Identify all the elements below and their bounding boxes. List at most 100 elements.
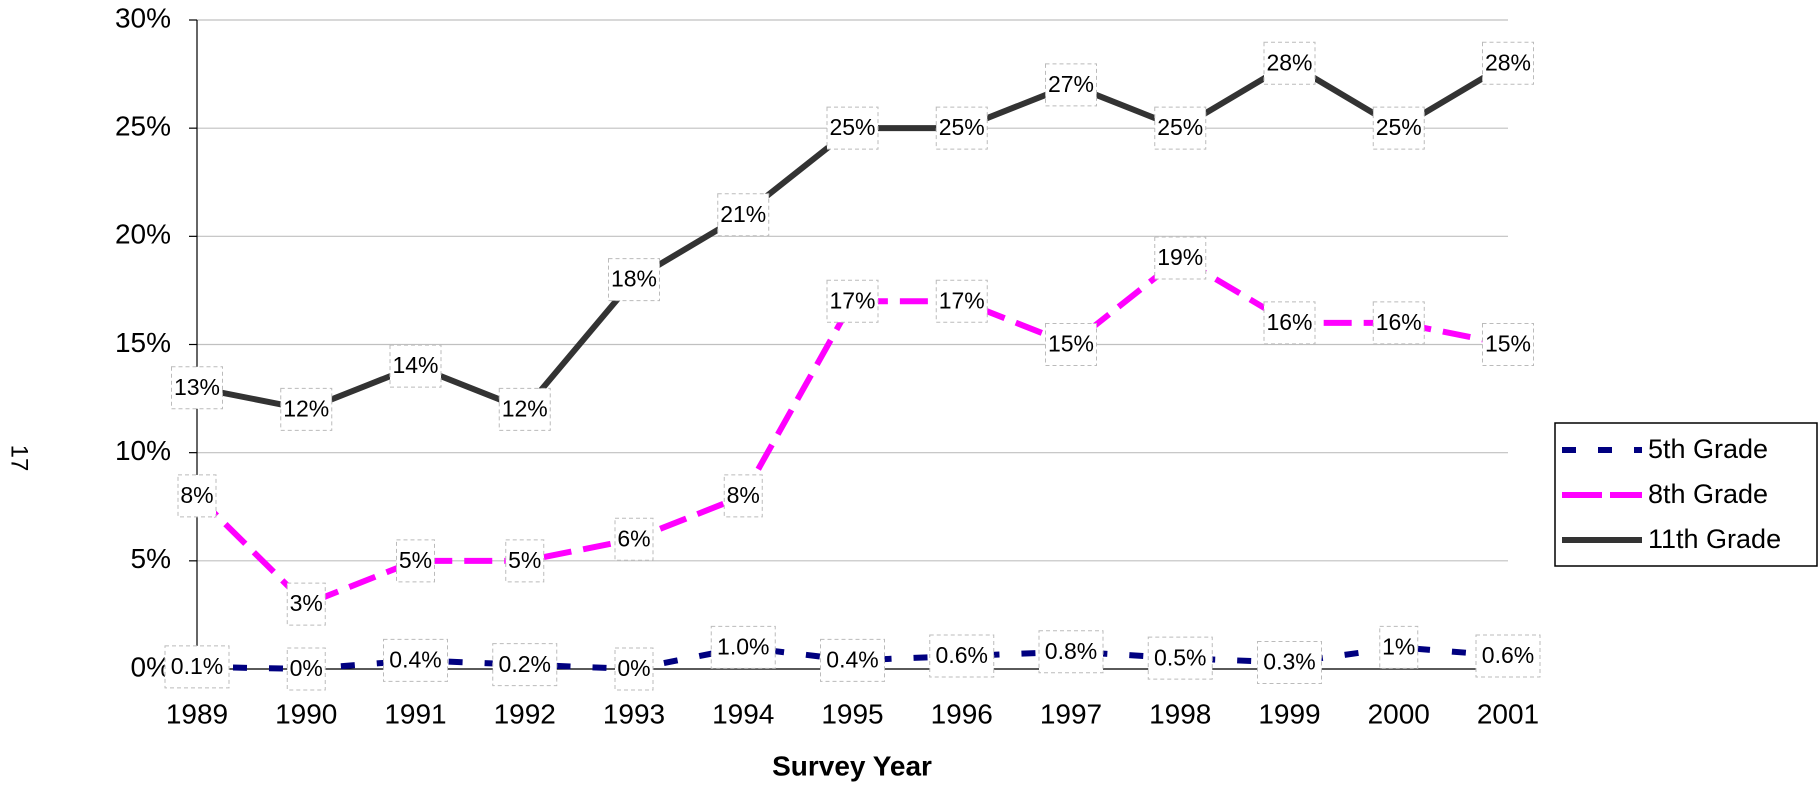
label-box [717,193,770,237]
x-tick-label: 1989 [166,698,228,729]
data-label: 0.2% [499,651,551,677]
label-box [826,106,879,150]
label-box [608,258,660,302]
data-label: 0.3% [1263,649,1315,675]
label-box [820,638,885,682]
y-tick-label: 0% [131,651,171,682]
data-label: 28% [1485,49,1531,75]
label-box [1475,634,1541,678]
data-label: 18% [611,266,657,292]
data-label: 1.0% [717,633,769,659]
y-tick-label: 5% [131,543,171,574]
x-tick-label: 1999 [1258,698,1320,729]
label-box [1263,301,1316,345]
data-label: 0% [617,655,650,681]
data-label: 5% [399,547,432,573]
data-label: 0.1% [171,653,223,679]
label-box [935,279,988,323]
data-label: 25% [939,114,985,140]
label-box [389,344,442,388]
label-box [505,539,545,583]
label-box [1154,106,1207,150]
x-tick-label: 1995 [821,698,883,729]
label-box [1482,41,1534,85]
label-box [1038,630,1104,674]
label-box [1045,323,1097,366]
label-box [935,106,988,150]
label-box [929,634,995,678]
data-label: 0.6% [1482,642,1534,668]
data-label: 15% [1485,331,1531,357]
data-label: 17% [939,287,985,313]
data-label: 12% [283,395,329,421]
data-label: 13% [174,374,220,400]
x-tick-label: 1990 [275,698,337,729]
x-tick-label: 2000 [1368,698,1430,729]
label-box [710,625,776,669]
y-tick-label: 15% [115,327,171,358]
data-label: 0% [290,655,323,681]
data-label: 0.8% [1045,638,1097,664]
x-tick-label: 1991 [384,698,446,729]
x-tick-label: 2001 [1477,698,1539,729]
label-box [614,647,654,691]
data-label: 14% [392,352,438,378]
label-box [1379,625,1419,669]
label-box [1263,41,1316,85]
legend-label: 11th Grade [1648,524,1781,554]
label-box [1154,236,1207,280]
data-label: 0.5% [1154,644,1206,670]
data-label: 25% [829,114,875,140]
label-box [396,539,435,583]
data-label: 12% [502,395,548,421]
label-box [286,647,326,691]
page-number: 17 [6,445,33,472]
label-box [723,474,763,518]
x-tick-label: 1992 [494,698,556,729]
data-label: 16% [1266,309,1312,335]
x-tick-label: 1996 [931,698,993,729]
label-box [614,517,654,561]
data-label: 6% [617,525,650,551]
x-tick-label: 1997 [1040,698,1102,729]
data-label: 17% [829,287,875,313]
data-label: 27% [1048,71,1094,97]
data-label: 3% [290,590,323,616]
data-label: 8% [180,482,213,508]
label-box [383,638,448,682]
label-box [492,643,558,687]
data-label: 0.6% [936,642,988,668]
label-box [1482,323,1534,366]
data-label: 21% [720,201,766,227]
label-box [177,474,217,518]
label-box [286,582,326,626]
data-label: 25% [1376,114,1422,140]
data-label: 19% [1157,244,1203,270]
data-label: 8% [727,482,760,508]
label-box [1045,63,1097,107]
label-box [164,645,230,689]
legend-label: 5th Grade [1648,434,1768,464]
data-label: 5% [508,547,541,573]
label-box [498,387,551,431]
data-label: 28% [1266,49,1312,75]
data-label: 16% [1376,309,1422,335]
label-box [171,366,223,410]
label-box [1257,641,1322,685]
x-tick-label: 1998 [1149,698,1211,729]
label-box [826,279,879,323]
x-tick-label: 1993 [603,698,665,729]
data-label: 15% [1048,331,1094,357]
y-tick-label: 30% [115,2,171,33]
x-axis-title: Survey Year [772,750,932,781]
legend-label: 8th Grade [1648,479,1768,509]
data-label: 0.4% [389,646,441,672]
data-label: 0.4% [826,646,878,672]
data-label: 1% [1382,633,1415,659]
y-tick-label: 20% [115,219,171,250]
label-box [1372,301,1425,345]
data-label: 25% [1157,114,1203,140]
label-box [280,387,333,431]
label-box [1147,636,1213,680]
